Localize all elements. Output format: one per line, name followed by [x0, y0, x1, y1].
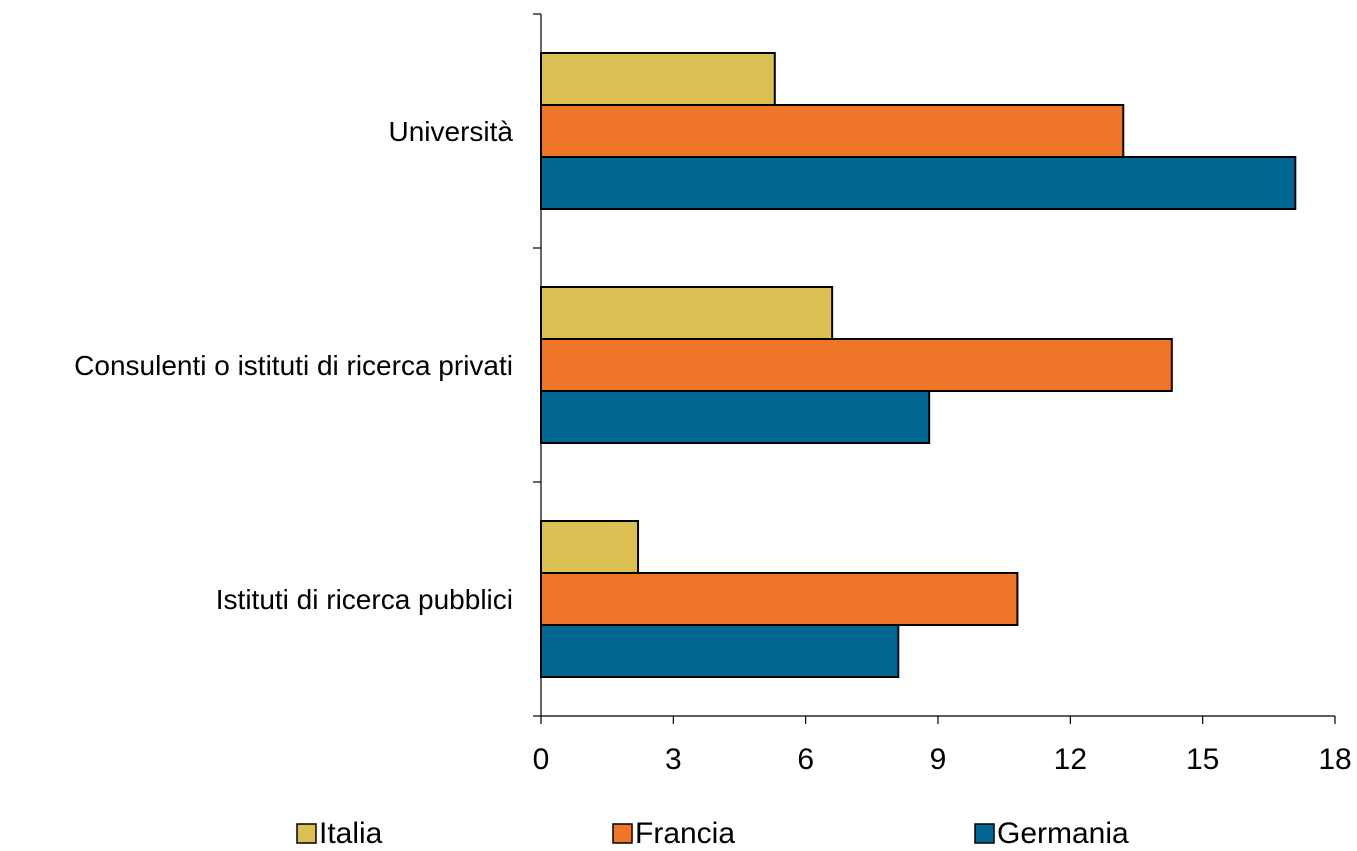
x-tick-label-12: 12: [1054, 743, 1087, 776]
bar-germania-istituti-di-ricerca-pubblici: [540, 624, 900, 678]
bar-germania-universita: [540, 156, 1297, 210]
bar-francia-consulenti-o-istituti-di-ricerca-privati: [540, 338, 1173, 392]
legend-label-italia: Italia: [319, 817, 383, 850]
legend-label-germania: Germania: [997, 817, 1129, 850]
x-tick-label-9: 9: [930, 743, 947, 776]
legend-swatch-francia: [612, 823, 633, 844]
legend-item-francia: Francia: [612, 817, 735, 850]
category-labels: Università Consulenti o istituti di ricer…: [74, 116, 513, 615]
legend: Italia Francia Germania: [296, 817, 1129, 850]
x-tick-label-18: 18: [1318, 743, 1351, 776]
legend-label-francia: Francia: [635, 817, 735, 850]
category-label-consulenti-o-istituti-di-ricerca-privati: Consulenti o istituti di ricerca privati: [74, 350, 513, 381]
bar-italia-istituti-di-ricerca-pubblici: [540, 520, 640, 574]
bar-italia-universita: [540, 52, 776, 106]
x-tick-label-3: 3: [665, 743, 682, 776]
x-tick-label-6: 6: [797, 743, 814, 776]
bar-francia-universita: [540, 104, 1125, 158]
bar-francia-istituti-di-ricerca-pubblici: [540, 572, 1019, 626]
x-tick-label-0: 0: [533, 743, 550, 776]
legend-item-germania: Germania: [974, 817, 1129, 850]
category-label-universita: Università: [389, 116, 514, 147]
bars-layer: [540, 52, 1297, 678]
bar-italia-consulenti-o-istituti-di-ricerca-privati: [540, 286, 834, 340]
axes-layer: [533, 13, 1336, 724]
legend-item-italia: Italia: [296, 817, 383, 850]
legend-swatch-italia: [296, 823, 317, 844]
category-label-istituti-di-ricerca-pubblici: Istituti di ricerca pubblici: [216, 584, 513, 615]
x-tick-labels: 0 3 6 9 12 15 18: [533, 743, 1352, 776]
bar-germania-consulenti-o-istituti-di-ricerca-privati: [540, 390, 931, 444]
legend-swatch-germania: [974, 823, 995, 844]
x-tick-label-15: 15: [1186, 743, 1219, 776]
